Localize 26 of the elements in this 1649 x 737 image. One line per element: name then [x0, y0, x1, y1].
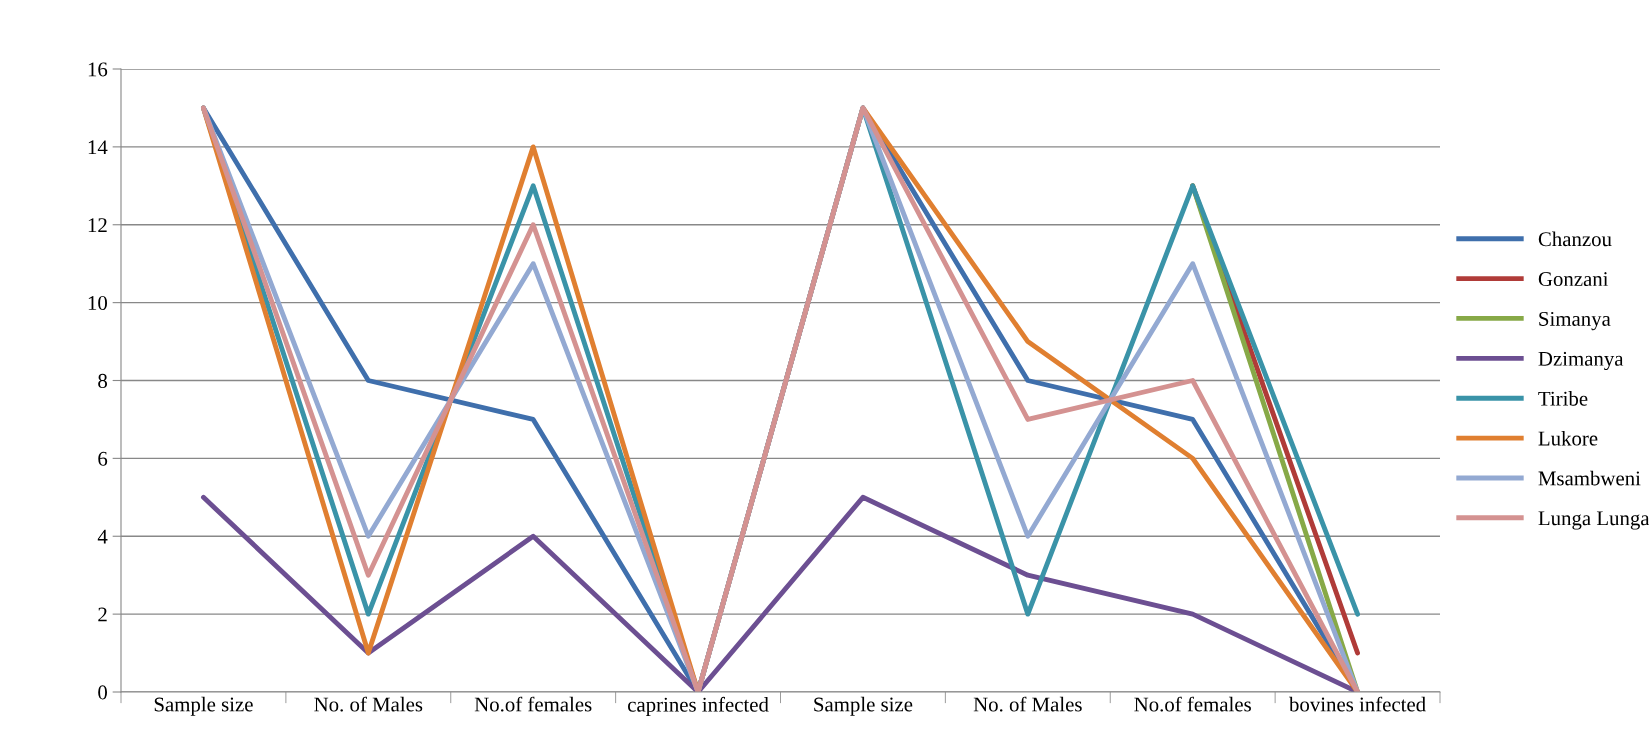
x-tick-label: No. of Males: [314, 696, 423, 712]
y-tick-label: 2: [98, 607, 107, 622]
legend-label: Tiribe: [1538, 391, 1588, 406]
line-series: [201, 105, 1360, 692]
legend-label: Lukore: [1538, 430, 1598, 446]
legend-label: Msambweni: [1538, 470, 1641, 486]
y-tick-label: 14: [88, 140, 108, 155]
y-tick-label: 6: [98, 451, 108, 466]
legend-label: Dzimanya: [1538, 351, 1624, 371]
legend-label: Simanya: [1539, 311, 1611, 331]
y-tick-label: 12: [88, 218, 107, 232]
x-tick-label: Sample size: [154, 696, 253, 716]
y-tick-label: 8: [98, 373, 108, 388]
y-tick-label: 4: [97, 529, 108, 544]
legend-label: Lunga Lunga: [1538, 511, 1649, 530]
legend-label: Gonzani: [1538, 272, 1609, 287]
y-tick-label: 16: [88, 62, 108, 77]
x-tick-label: bovines infected: [1289, 696, 1426, 712]
x-tick-label: caprines infected: [628, 696, 769, 716]
y-tick-label: 0: [98, 685, 108, 700]
x-tick-label: No.of females: [1134, 696, 1251, 712]
x-tick-label: Sample size: [814, 696, 913, 716]
legend-label: Chanzou: [1538, 231, 1612, 247]
x-tick-label: No.of females: [474, 696, 592, 712]
y-tick-label: 10: [88, 296, 108, 311]
x-tick-label: No. of Males: [973, 696, 1082, 712]
